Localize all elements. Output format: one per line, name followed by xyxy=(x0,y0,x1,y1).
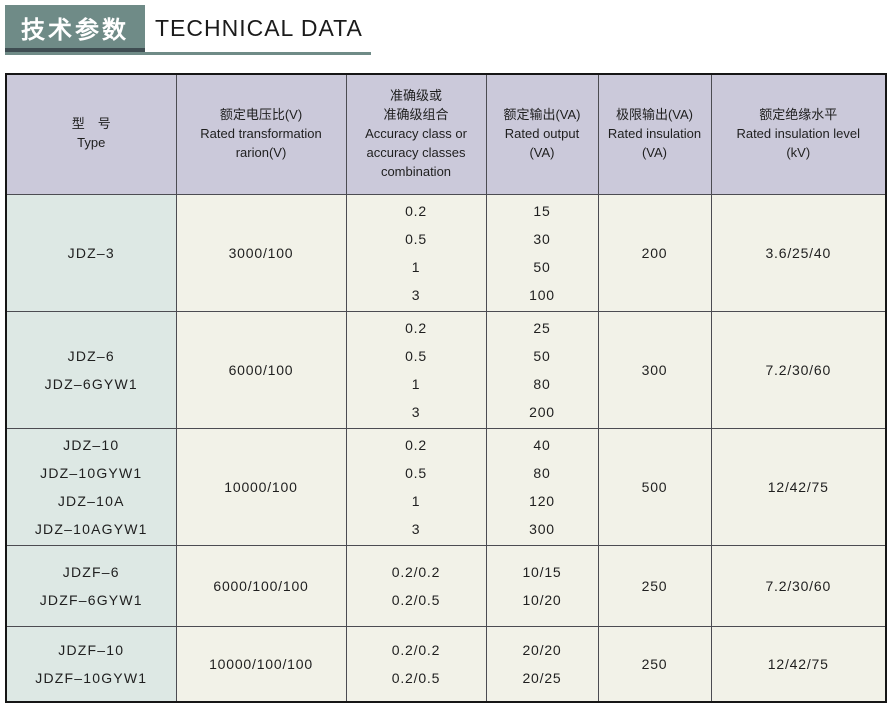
cell-limit: 200 xyxy=(597,193,712,312)
cell-output: 25 50 80 200 xyxy=(485,310,599,429)
cell-accuracy: 0.2/0.2 0.2/0.5 xyxy=(345,625,487,703)
cell-level: 12/42/75 xyxy=(710,625,887,703)
cell-accuracy: 0.2 0.5 1 3 xyxy=(345,427,487,546)
table-row-jdzf-10: JDZF–10 JDZF–10GYW1 10000/100/100 0.2/0.… xyxy=(5,625,887,703)
cell-type: JDZ–10 JDZ–10GYW1 JDZ–10A JDZ–10AGYW1 xyxy=(5,427,177,546)
page-title-en: TECHNICAL DATA xyxy=(155,15,363,41)
page: 技术参数 TECHNICAL DATA 型 号 Type 额定电压比(V) Ra… xyxy=(5,5,887,703)
cell-output: 10/15 10/20 xyxy=(485,544,599,627)
cell-level: 7.2/30/60 xyxy=(710,544,887,627)
page-title-zh: 技术参数 xyxy=(5,5,145,52)
cell-ratio: 10000/100/100 xyxy=(175,625,347,703)
cell-limit: 300 xyxy=(597,310,712,429)
column-header-limit-output: 极限输出(VA) Rated insulation (VA) xyxy=(597,73,712,195)
cell-output: 15 30 50 100 xyxy=(485,193,599,312)
cell-ratio: 6000/100 xyxy=(175,310,347,429)
table-row-jdz-6: JDZ–6 JDZ–6GYW1 6000/100 0.2 0.5 1 3 25 … xyxy=(5,310,887,429)
cell-limit: 500 xyxy=(597,427,712,546)
table-header-row: 型 号 Type 额定电压比(V) Rated transformation r… xyxy=(5,73,887,195)
column-header-rated-output: 额定输出(VA) Rated output (VA) xyxy=(485,73,599,195)
cell-type: JDZ–6 JDZ–6GYW1 xyxy=(5,310,177,429)
cell-ratio: 3000/100 xyxy=(175,193,347,312)
cell-type: JDZF–10 JDZF–10GYW1 xyxy=(5,625,177,703)
cell-limit: 250 xyxy=(597,625,712,703)
cell-level: 3.6/25/40 xyxy=(710,193,887,312)
cell-type: JDZF–6 JDZF–6GYW1 xyxy=(5,544,177,627)
table-row-jdzf-6: JDZF–6 JDZF–6GYW1 6000/100/100 0.2/0.2 0… xyxy=(5,544,887,627)
cell-output: 40 80 120 300 xyxy=(485,427,599,546)
technical-data-table: 型 号 Type 额定电压比(V) Rated transformation r… xyxy=(5,73,887,703)
cell-accuracy: 0.2 0.5 1 3 xyxy=(345,193,487,312)
cell-level: 12/42/75 xyxy=(710,427,887,546)
column-header-accuracy-class: 准确级或 准确级组合 Accuracy class or accuracy cl… xyxy=(345,73,487,195)
cell-type: JDZ–3 xyxy=(5,193,177,312)
cell-ratio: 6000/100/100 xyxy=(175,544,347,627)
column-header-rated-insulation-level: 额定绝缘水平 Rated insulation level (kV) xyxy=(710,73,887,195)
table-row-jdz-3: JDZ–3 3000/100 0.2 0.5 1 3 15 30 50 100 … xyxy=(5,193,887,312)
column-header-type: 型 号 Type xyxy=(5,73,177,195)
cell-ratio: 10000/100 xyxy=(175,427,347,546)
cell-limit: 250 xyxy=(597,544,712,627)
cell-accuracy: 0.2 0.5 1 3 xyxy=(345,310,487,429)
cell-output: 20/20 20/25 xyxy=(485,625,599,703)
page-header: 技术参数 TECHNICAL DATA xyxy=(5,5,371,55)
cell-accuracy: 0.2/0.2 0.2/0.5 xyxy=(345,544,487,627)
cell-level: 7.2/30/60 xyxy=(710,310,887,429)
column-header-rated-voltage-ratio: 额定电压比(V) Rated transformation rarion(V) xyxy=(175,73,347,195)
table-row-jdz-10: JDZ–10 JDZ–10GYW1 JDZ–10A JDZ–10AGYW1 10… xyxy=(5,427,887,546)
